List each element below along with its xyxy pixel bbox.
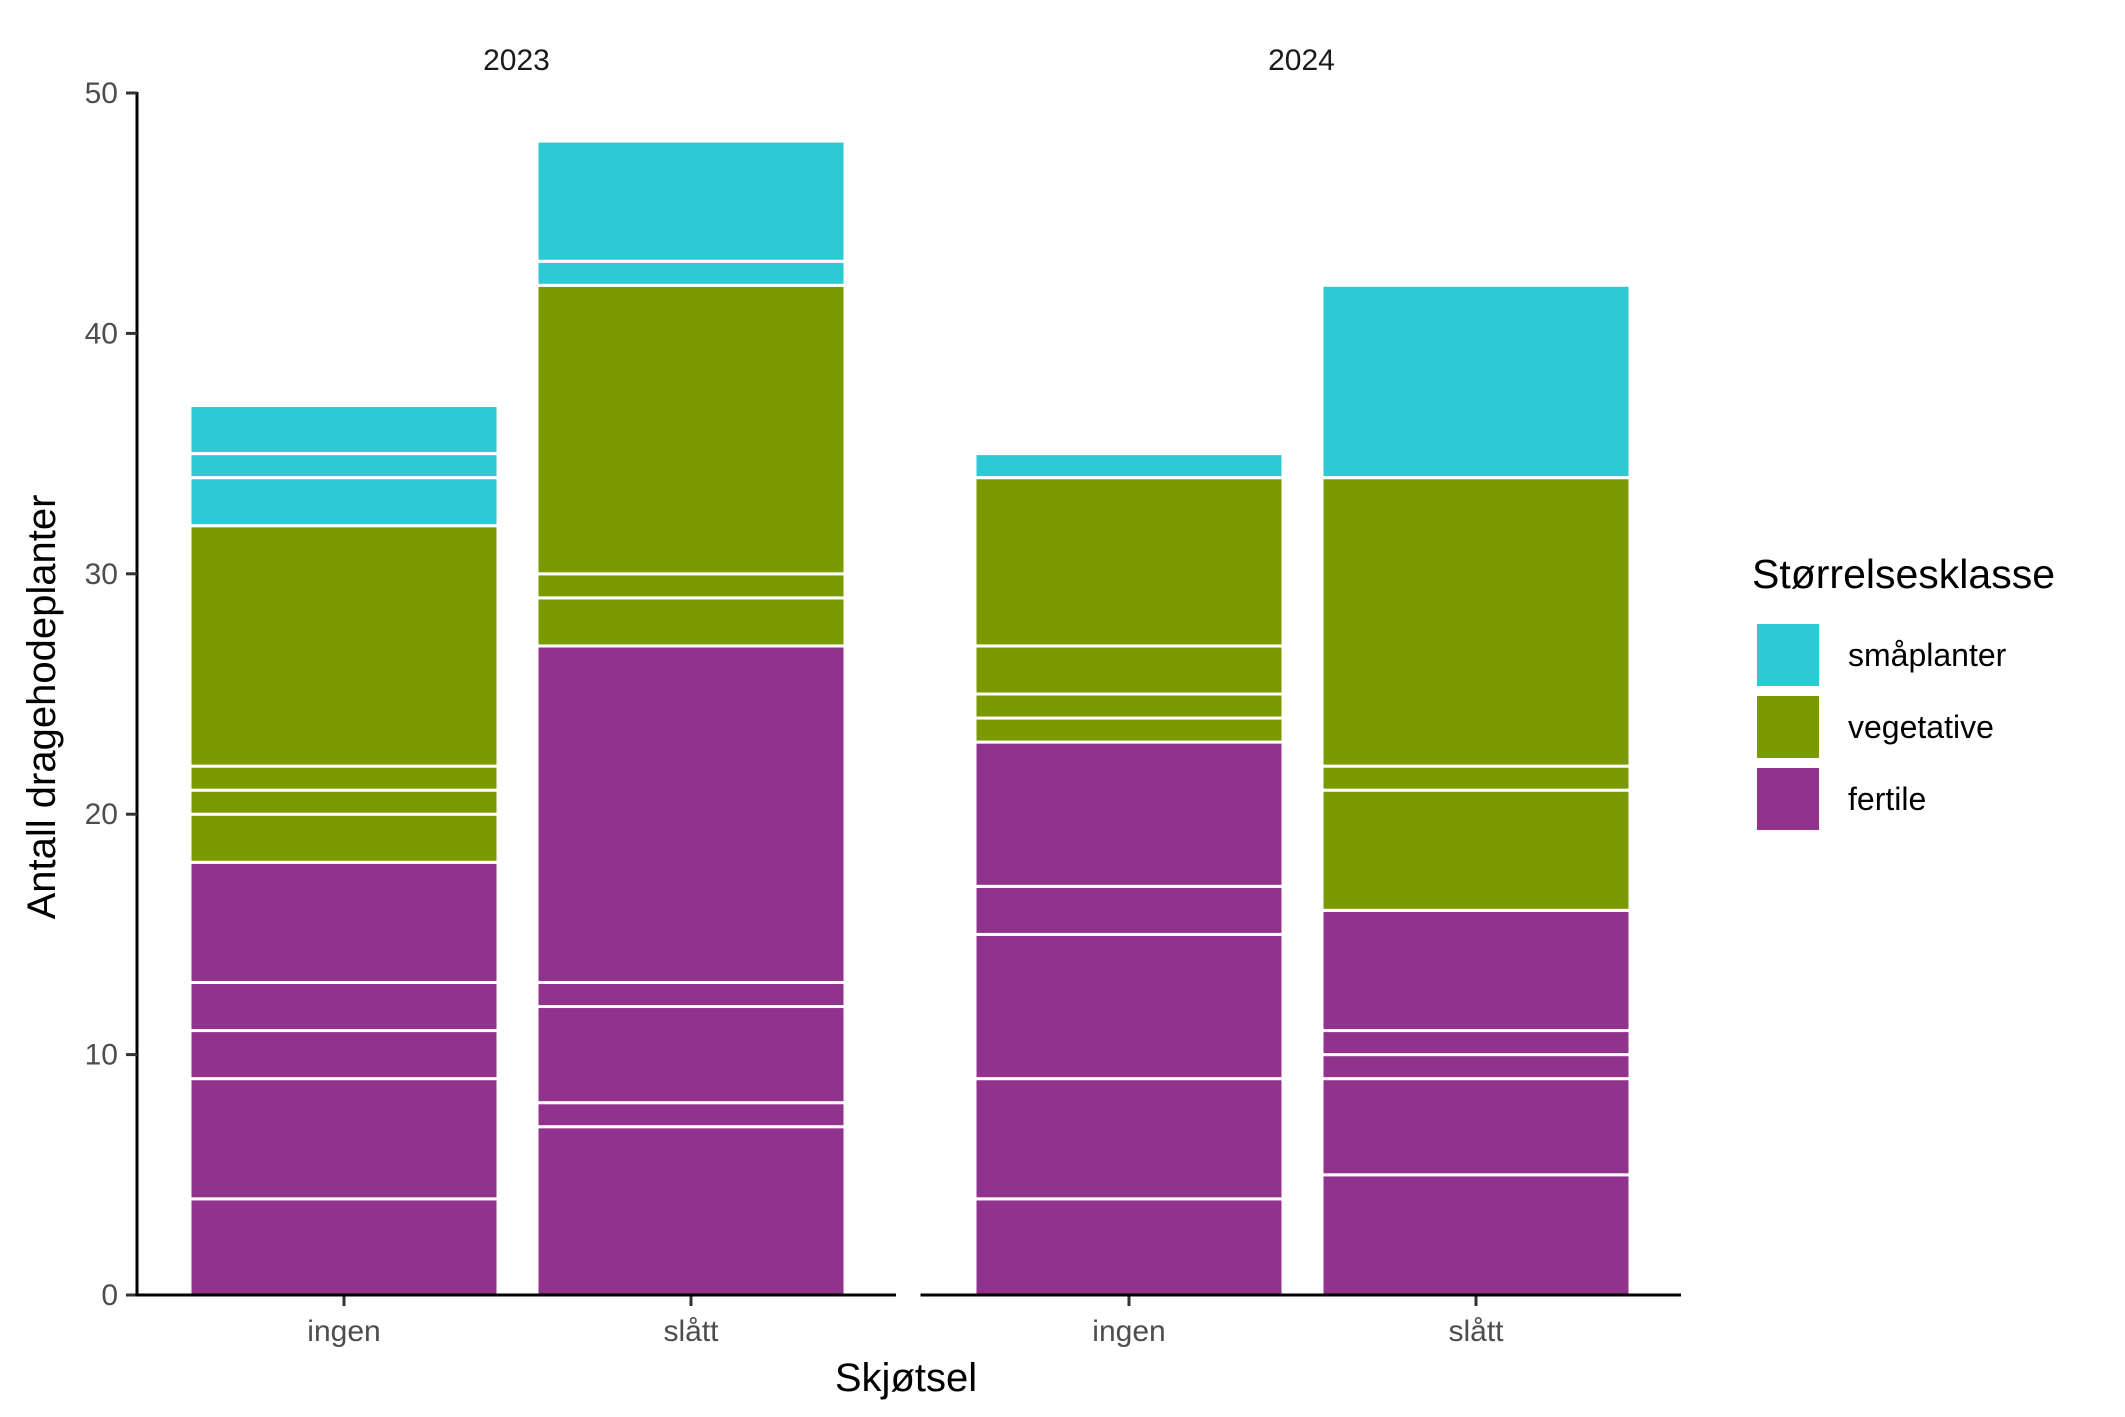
bar-segment-vegetative bbox=[535, 596, 847, 648]
legend-label: småplanter bbox=[1848, 637, 2007, 673]
bar-segment-fertile bbox=[535, 1125, 847, 1297]
y-axis-title: Antall dragehodeplanter bbox=[20, 495, 64, 920]
bar-segment-småplanter bbox=[973, 452, 1285, 480]
bar-segment-fertile bbox=[973, 740, 1285, 888]
bar-segment-fertile bbox=[1320, 1029, 1632, 1057]
bar-segment-fertile bbox=[188, 980, 500, 1033]
bar-segment-småplanter bbox=[535, 259, 847, 287]
panel-strip-label: 2023 bbox=[483, 44, 550, 77]
bar-segment-fertile bbox=[188, 1077, 500, 1201]
bar-segment-vegetative bbox=[535, 283, 847, 576]
chart-panels: 0 10 20 30 40 50 2023 ingen slått 2024 ingen slått bbox=[85, 44, 1681, 1348]
x-tick-label: slått bbox=[1448, 1315, 1504, 1348]
legend: Størrelsesklasse småplanter vegetative fer… bbox=[1752, 551, 2055, 830]
legend-label: vegetative bbox=[1848, 709, 1994, 745]
bar-segment-fertile bbox=[535, 1005, 847, 1105]
panel-2024: 2024 ingen slått bbox=[920, 44, 1681, 1348]
bar-segment-vegetative bbox=[973, 716, 1285, 744]
panel-strip-label: 2024 bbox=[1268, 44, 1335, 77]
y-tick-label: 40 bbox=[85, 317, 118, 350]
bar-segment-småplanter bbox=[188, 452, 500, 480]
bar-segment-småplanter bbox=[188, 476, 500, 528]
bar-segment-vegetative bbox=[1320, 476, 1632, 768]
y-tick-label: 0 bbox=[101, 1279, 118, 1312]
x-tick-label: ingen bbox=[1092, 1315, 1165, 1348]
bar-segment-småplanter bbox=[188, 404, 500, 456]
bar-segment-vegetative bbox=[188, 764, 500, 792]
x-axis-title: Skjøtsel bbox=[835, 1356, 977, 1400]
bar-segment-fertile bbox=[1320, 1077, 1632, 1177]
legend-swatch-vegetative bbox=[1757, 696, 1819, 758]
y-tick-label: 30 bbox=[85, 558, 118, 591]
bar-segment-vegetative bbox=[1320, 788, 1632, 912]
y-tick-label: 10 bbox=[85, 1039, 118, 1072]
bar-segment-vegetative bbox=[973, 644, 1285, 696]
bar-segment-fertile bbox=[973, 884, 1285, 936]
bar-segment-småplanter bbox=[1320, 283, 1632, 480]
legend-label: fertile bbox=[1848, 781, 1926, 817]
bar-segment-fertile bbox=[188, 1029, 500, 1081]
bar-segment-fertile bbox=[973, 1197, 1285, 1297]
x-tick-label: ingen bbox=[307, 1315, 380, 1348]
bar-segment-fertile bbox=[535, 644, 847, 984]
bar-segment-vegetative bbox=[973, 476, 1285, 648]
bar-segment-fertile bbox=[188, 860, 500, 984]
bar-segment-vegetative bbox=[1320, 764, 1632, 792]
bar-segment-småplanter bbox=[535, 139, 847, 263]
y-tick-label: 20 bbox=[85, 798, 118, 831]
bar-segment-fertile bbox=[188, 1197, 500, 1297]
bar-segment-fertile bbox=[973, 932, 1285, 1081]
panel-2023: 2023 ingen slått bbox=[135, 44, 896, 1348]
legend-swatch-småplanter bbox=[1757, 624, 1819, 686]
bar-segment-fertile bbox=[973, 1077, 1285, 1201]
bar-segment-fertile bbox=[535, 1101, 847, 1129]
legend-swatch-fertile bbox=[1757, 768, 1819, 830]
bar-segment-fertile bbox=[1320, 1173, 1632, 1297]
bar-segment-fertile bbox=[1320, 908, 1632, 1033]
bar-segment-fertile bbox=[535, 980, 847, 1009]
bar-segment-fertile bbox=[1320, 1053, 1632, 1081]
bar-segment-vegetative bbox=[973, 692, 1285, 720]
bar-segment-vegetative bbox=[188, 524, 500, 768]
bar-segment-vegetative bbox=[535, 572, 847, 600]
bar-segment-vegetative bbox=[188, 812, 500, 864]
bar-segment-vegetative bbox=[188, 788, 500, 816]
x-tick-label: slått bbox=[663, 1315, 719, 1348]
legend-title: Størrelsesklasse bbox=[1752, 551, 2055, 597]
y-tick-label: 50 bbox=[85, 77, 118, 110]
